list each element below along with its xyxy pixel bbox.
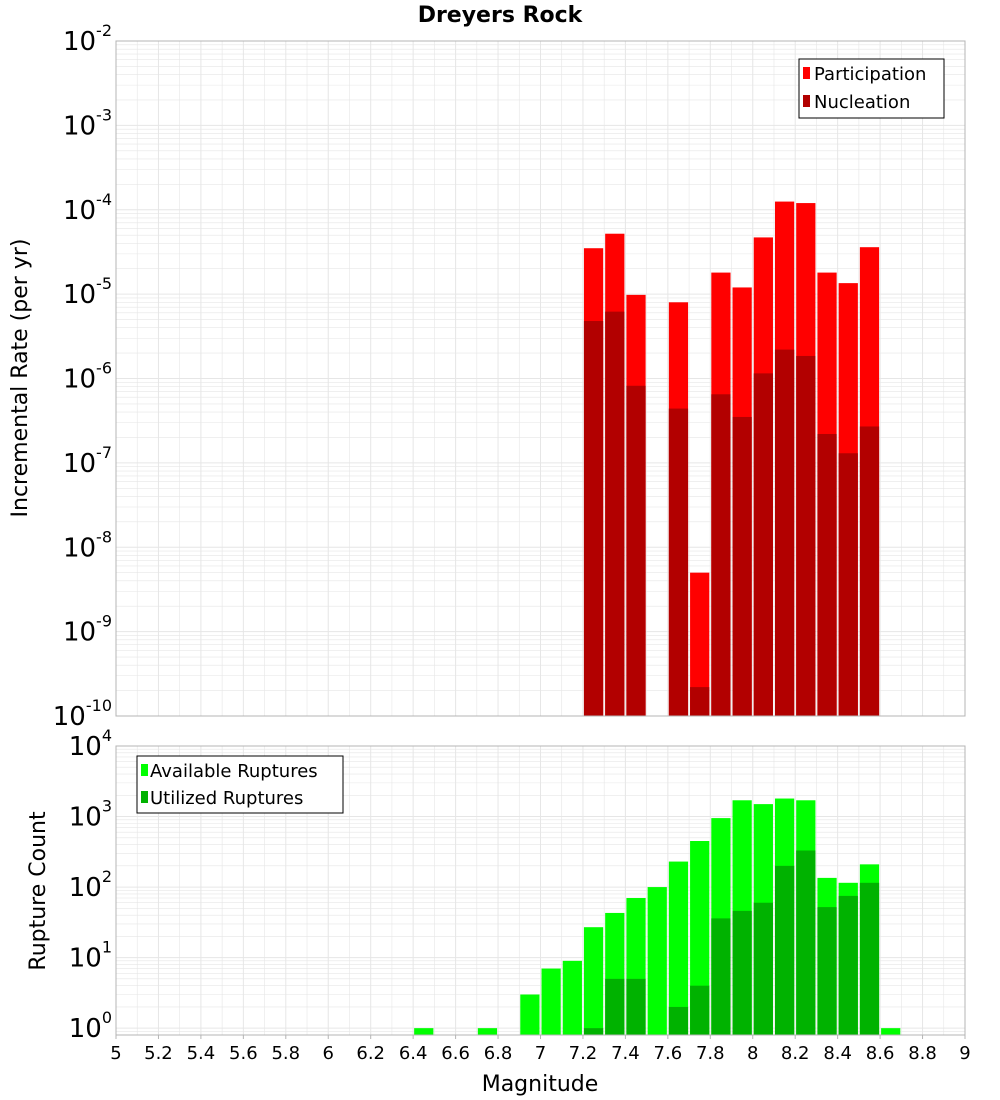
rate-legend-box xyxy=(798,58,945,119)
y-tick-label: 10-5 xyxy=(63,274,112,310)
x-tick-label: 5.8 xyxy=(271,1043,300,1064)
utilized-legend-label: Utilized Ruptures xyxy=(150,788,303,809)
x-tick-label: 6 xyxy=(323,1043,334,1064)
x-tick-label: 7.4 xyxy=(611,1043,640,1064)
x-tick-label: 5 xyxy=(110,1043,121,1064)
x-tick-label: 7.8 xyxy=(696,1043,725,1064)
x-tick-label: 6.2 xyxy=(356,1043,385,1064)
count-legend-box xyxy=(136,755,344,814)
utilized-ruptures-bar xyxy=(711,918,731,1035)
utilized-ruptures-bar xyxy=(859,882,880,1035)
nucleation-bar xyxy=(690,687,710,716)
nucleation-legend-label: Nucleation xyxy=(814,92,910,113)
x-tick-label: 8.2 xyxy=(781,1043,810,1064)
count-legend: Available Ruptures Utilized Ruptures xyxy=(136,755,344,814)
nucleation-bar xyxy=(711,394,731,716)
nucleation-legend-swatch xyxy=(803,95,810,107)
utilized-ruptures-bar xyxy=(817,907,837,1035)
utilized-ruptures-bar xyxy=(690,985,710,1035)
rate-bars xyxy=(583,201,880,717)
x-axis-label: Magnitude xyxy=(482,1072,599,1097)
y-tick-label: 10-6 xyxy=(63,359,112,395)
available-ruptures-bar xyxy=(414,1028,434,1035)
x-tick-label: 6.8 xyxy=(484,1043,513,1064)
utilized-ruptures-bar xyxy=(668,1006,689,1035)
available-ruptures-bar xyxy=(541,968,561,1035)
available-ruptures-bar xyxy=(562,960,582,1035)
y-tick-label: 10-10 xyxy=(53,696,112,732)
x-tick-label: 9 xyxy=(959,1043,970,1064)
available-ruptures-bar xyxy=(520,994,540,1035)
x-tick-label: 8.8 xyxy=(908,1043,937,1064)
nucleation-bar xyxy=(796,355,816,716)
nucleation-bar xyxy=(753,373,773,716)
count-y-axis-label: Rupture Count xyxy=(26,811,51,971)
available-legend-label: Available Ruptures xyxy=(150,761,318,782)
utilized-ruptures-bar xyxy=(605,978,625,1035)
x-tick-label: 6.6 xyxy=(441,1043,470,1064)
nucleation-bar xyxy=(817,433,837,716)
available-ruptures-bar xyxy=(881,1028,901,1035)
x-tick-label: 8.6 xyxy=(866,1043,895,1064)
y-tick-label: 10-4 xyxy=(63,190,112,226)
nucleation-bar xyxy=(859,426,880,716)
nucleation-bar xyxy=(838,453,858,716)
count-bars xyxy=(414,798,901,1035)
utilized-ruptures-bar xyxy=(796,850,816,1035)
nucleation-bar xyxy=(732,416,752,716)
chart-title: Dreyers Rock xyxy=(418,3,584,28)
count-panel: 100 101 102 103 104 5 5.2 5.4 5.6 5.8 6 6.2 6.4 6.6 6… xyxy=(26,726,971,1097)
available-legend-swatch xyxy=(141,764,148,776)
available-ruptures-bar xyxy=(477,1028,498,1035)
nucleation-bar xyxy=(774,349,795,716)
y-tick-label: 102 xyxy=(69,867,112,903)
y-tick-label: 101 xyxy=(69,938,112,974)
participation-bar xyxy=(690,572,710,716)
y-tick-label: 10-9 xyxy=(63,612,112,648)
rate-y-ticks: 10-10 10-9 10-8 10-7 10-6 10-5 10-4 10-3 10-2 xyxy=(53,21,112,732)
utilized-ruptures-bar xyxy=(774,865,795,1035)
utilized-ruptures-bar xyxy=(583,1028,604,1035)
x-tick-label: 7 xyxy=(535,1043,546,1064)
count-y-ticks: 100 101 102 103 104 xyxy=(69,726,112,1044)
y-tick-label: 10-3 xyxy=(63,105,112,141)
rate-plot-frame xyxy=(115,40,966,717)
x-tick-label: 8.4 xyxy=(823,1043,852,1064)
y-tick-label: 100 xyxy=(69,1008,112,1044)
nucleation-bar xyxy=(626,385,646,716)
rate-legend: Participation Nucleation xyxy=(798,58,945,119)
utilized-ruptures-bar xyxy=(753,902,773,1035)
available-ruptures-bar xyxy=(647,887,667,1035)
x-tick-label: 7.6 xyxy=(654,1043,683,1064)
y-tick-label: 103 xyxy=(69,797,112,833)
y-tick-label: 10-8 xyxy=(63,527,112,563)
available-ruptures-bar xyxy=(668,861,689,1035)
rate-gridlines xyxy=(115,41,966,717)
participation-legend-label: Participation xyxy=(814,64,926,85)
rate-panel: 10-10 10-9 10-8 10-7 10-6 10-5 10-4 10-3 10-2 In… xyxy=(8,21,966,732)
available-ruptures-bar xyxy=(583,927,604,1035)
utilized-legend-swatch xyxy=(141,791,148,803)
x-tick-label: 7.2 xyxy=(569,1043,598,1064)
nucleation-bar xyxy=(583,321,604,716)
nucleation-bar xyxy=(605,311,625,716)
utilized-ruptures-bar xyxy=(732,910,752,1035)
participation-legend-swatch xyxy=(803,67,810,79)
x-tick-label: 6.4 xyxy=(399,1043,428,1064)
x-tick-label: 8 xyxy=(747,1043,758,1064)
rate-y-axis-label: Incremental Rate (per yr) xyxy=(8,239,33,518)
utilized-ruptures-bar xyxy=(626,978,646,1035)
x-tick-label: 5.4 xyxy=(187,1043,216,1064)
count-x-ticks: 5 5.2 5.4 5.6 5.8 6 6.2 6.4 6.6 6.8 7 7.2 7.4 7.6 7.8 8… xyxy=(110,1035,971,1064)
x-tick-label: 5.2 xyxy=(144,1043,173,1064)
y-tick-label: 10-2 xyxy=(63,21,112,57)
y-tick-label: 104 xyxy=(69,726,112,762)
x-tick-label: 5.6 xyxy=(229,1043,258,1064)
nucleation-bar xyxy=(668,408,689,716)
y-tick-label: 10-7 xyxy=(63,443,112,479)
utilized-ruptures-bar xyxy=(838,895,858,1035)
